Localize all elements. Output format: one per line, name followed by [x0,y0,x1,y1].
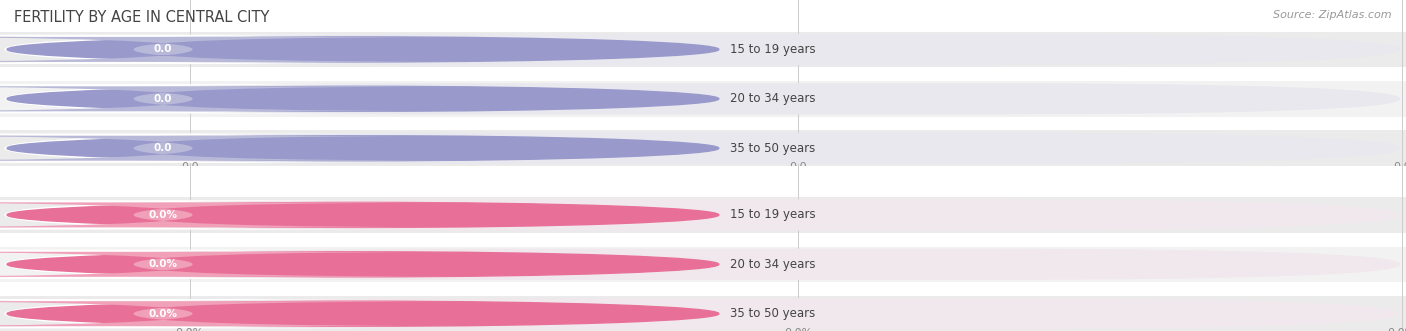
Text: FERTILITY BY AGE IN CENTRAL CITY: FERTILITY BY AGE IN CENTRAL CITY [14,10,270,25]
FancyBboxPatch shape [0,252,489,277]
FancyBboxPatch shape [4,34,1400,65]
FancyBboxPatch shape [0,200,423,230]
FancyBboxPatch shape [4,298,1400,329]
Circle shape [7,136,718,161]
FancyBboxPatch shape [0,133,423,163]
FancyBboxPatch shape [0,250,423,279]
Text: Source: ZipAtlas.com: Source: ZipAtlas.com [1274,10,1392,20]
Bar [0,197,1406,233]
Bar [0,296,1406,331]
Text: 35 to 50 years: 35 to 50 years [730,307,815,320]
FancyBboxPatch shape [0,84,423,114]
FancyBboxPatch shape [0,35,423,64]
Text: 0.0%: 0.0% [176,328,204,331]
Text: 35 to 50 years: 35 to 50 years [730,142,815,155]
FancyBboxPatch shape [4,132,1400,164]
Circle shape [7,252,718,277]
FancyBboxPatch shape [4,199,1400,231]
Text: 0.0: 0.0 [181,162,198,172]
FancyBboxPatch shape [0,301,489,326]
FancyBboxPatch shape [0,299,423,328]
Text: 20 to 34 years: 20 to 34 years [730,258,815,271]
FancyBboxPatch shape [0,86,489,111]
FancyBboxPatch shape [0,136,489,161]
Bar [0,130,1406,166]
Text: 0.0: 0.0 [153,44,173,54]
Circle shape [7,37,718,62]
Circle shape [7,202,718,227]
Bar [0,32,1406,67]
FancyBboxPatch shape [4,249,1400,280]
FancyBboxPatch shape [4,83,1400,115]
FancyBboxPatch shape [0,37,489,62]
Text: 0.0%: 0.0% [149,210,177,220]
Circle shape [7,86,718,111]
Text: 0.0%: 0.0% [783,328,813,331]
Text: 0.0: 0.0 [789,162,807,172]
Text: 20 to 34 years: 20 to 34 years [730,92,815,105]
Text: 0.0%: 0.0% [149,259,177,269]
Bar [0,81,1406,117]
Text: 0.0: 0.0 [153,94,173,104]
Text: 15 to 19 years: 15 to 19 years [730,43,815,56]
Text: 0.0%: 0.0% [1388,328,1406,331]
Circle shape [7,301,718,326]
Text: 15 to 19 years: 15 to 19 years [730,209,815,221]
Text: 0.0: 0.0 [1393,162,1406,172]
FancyBboxPatch shape [0,202,489,227]
Bar [0,247,1406,282]
Text: 0.0: 0.0 [153,143,173,153]
Text: 0.0%: 0.0% [149,309,177,319]
